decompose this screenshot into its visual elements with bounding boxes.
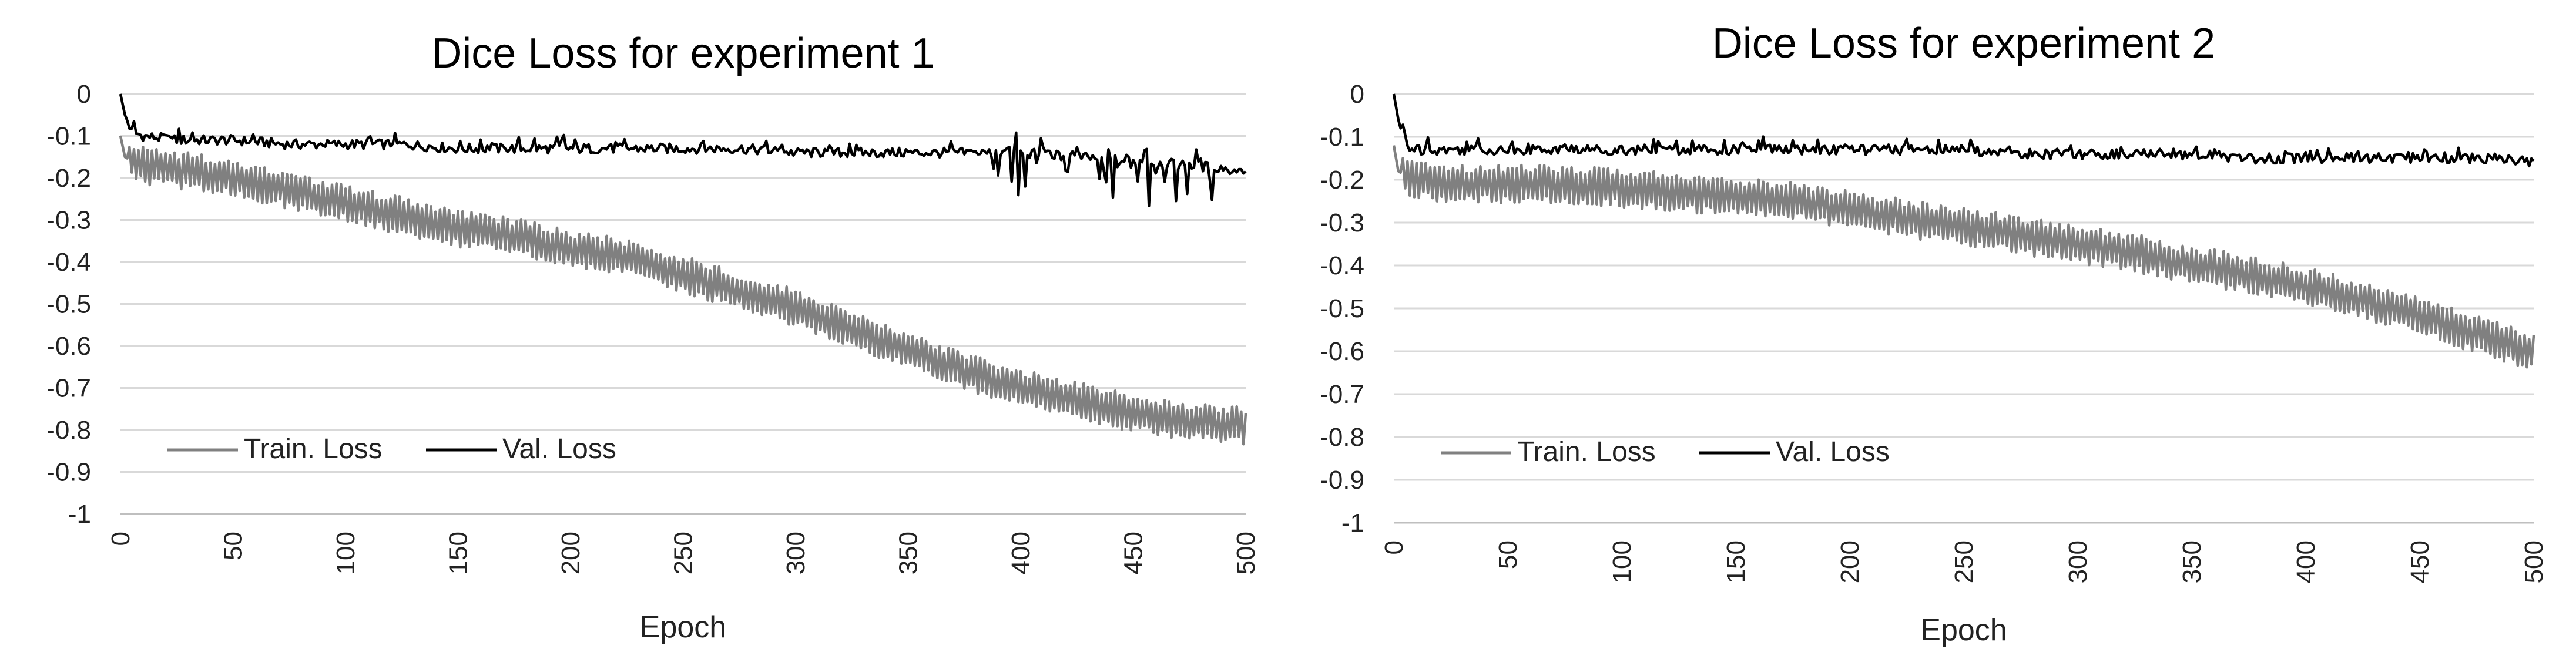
y-tick-label: 0: [1350, 80, 1364, 109]
legend-label-train: Train. Loss: [1517, 436, 1656, 468]
y-tick-label: -1: [1341, 509, 1364, 537]
y-tick-label: -0.7: [46, 374, 91, 403]
y-tick-label: -0.4: [1320, 251, 1364, 280]
legend-label-val: Val. Loss: [1776, 436, 1890, 468]
x-axis-label: Epoch: [1920, 613, 2007, 647]
x-tick-label: 400: [1007, 532, 1035, 574]
y-tick-label: -0.2: [46, 164, 91, 193]
x-tick-label: 250: [669, 532, 698, 574]
val-loss-line: [119, 93, 1247, 207]
x-tick-label: 0: [1380, 540, 1408, 554]
chart-experiment-2: Dice Loss for experiment 2 0 -0.1 -0.2 -0.3 -…: [1320, 20, 2548, 647]
chart-experiment-1: Dice Loss for experiment 1 0 -0.1 -0.2 -0.3 -…: [46, 30, 1260, 644]
y-tick-label: -0.1: [46, 122, 91, 151]
x-tick-label: 450: [1119, 532, 1148, 574]
chart-title: Dice Loss for experiment 1: [431, 30, 934, 77]
y-tick-label: -0.5: [1320, 294, 1364, 323]
x-tick-label: 300: [2064, 540, 2092, 583]
x-tick-label: 50: [219, 532, 248, 560]
x-tick-label: 150: [444, 532, 473, 574]
x-tick-label: 0: [106, 532, 135, 546]
y-tick-label: -0.3: [46, 206, 91, 235]
chart-title: Dice Loss for experiment 2: [1712, 20, 2215, 67]
y-tick-label: -0.9: [1320, 466, 1364, 495]
y-tick-label: -0.3: [1320, 209, 1364, 237]
y-tick-label: -0.4: [46, 248, 91, 277]
x-tick-label: 300: [781, 532, 810, 574]
y-tick-label: -0.8: [1320, 423, 1364, 452]
x-axis-label: Epoch: [640, 610, 726, 644]
x-tick-label: 350: [2178, 540, 2206, 583]
y-tick-label: -0.6: [1320, 337, 1364, 366]
y-tick-label: -0.8: [46, 416, 91, 445]
y-tick-label: 0: [77, 80, 91, 109]
y-tick-label: -0.5: [46, 290, 91, 319]
legend-label-val: Val. Loss: [502, 433, 616, 465]
x-tick-label: 400: [2292, 540, 2320, 583]
y-tick-label: -0.7: [1320, 380, 1364, 409]
x-tick-label: 450: [2406, 540, 2434, 583]
x-tick-label: 500: [2520, 540, 2548, 583]
x-tick-label: 250: [1950, 540, 1978, 583]
x-tick-label: 200: [556, 532, 585, 574]
val-loss-line: [1392, 93, 2535, 168]
y-tick-label: -0.9: [46, 458, 91, 487]
x-tick-label: 100: [1608, 540, 1636, 583]
x-tick-label: 50: [1494, 540, 1522, 569]
legend-label-train: Train. Loss: [244, 433, 383, 465]
y-tick-label: -0.2: [1320, 166, 1364, 194]
x-tick-label: 100: [331, 532, 360, 574]
train-loss-line: [119, 136, 1247, 446]
x-tick-label: 500: [1232, 532, 1260, 574]
y-tick-label: -0.1: [1320, 123, 1364, 152]
y-tick-label: -0.6: [46, 332, 91, 361]
train-loss-line: [1392, 145, 2535, 369]
y-tick-label: -1: [68, 500, 91, 529]
x-tick-label: 200: [1836, 540, 1864, 583]
x-tick-label: 150: [1722, 540, 1750, 583]
x-tick-label: 350: [894, 532, 923, 574]
